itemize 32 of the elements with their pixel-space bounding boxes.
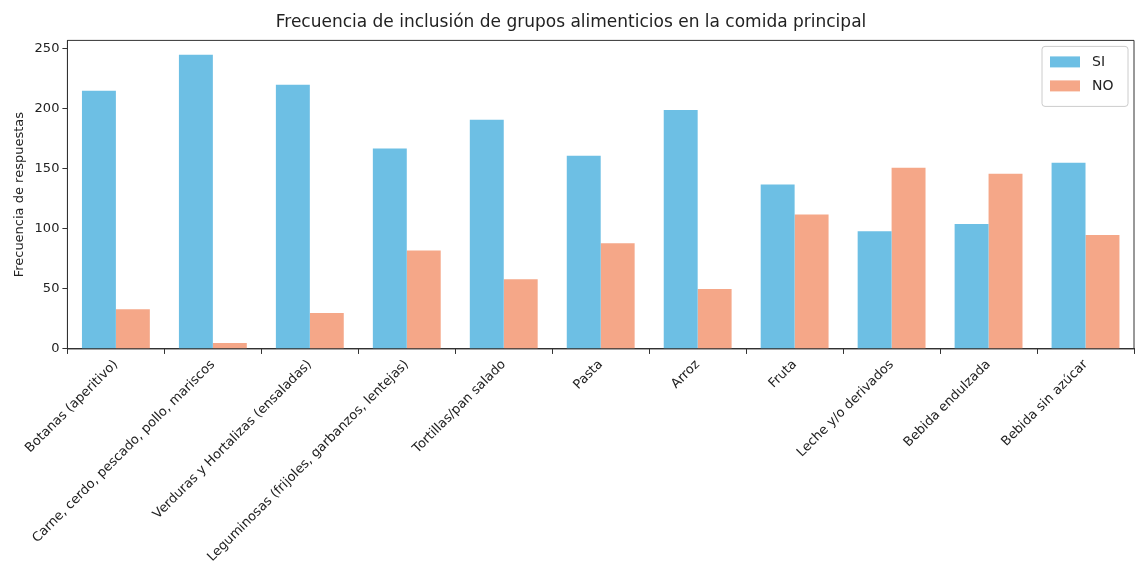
bar [566, 155, 601, 349]
bar [372, 148, 407, 349]
bar [503, 279, 538, 349]
y-tick-label: 100 [34, 220, 60, 236]
bar [600, 243, 635, 349]
bar [178, 54, 213, 349]
bar [663, 110, 698, 349]
bar [212, 342, 247, 349]
bar [988, 173, 1023, 349]
bar [406, 250, 441, 349]
y-tick-label: 250 [34, 40, 60, 56]
legend-label: NO [1092, 77, 1114, 94]
y-tick-label: 50 [42, 280, 60, 296]
bar [891, 167, 926, 349]
bar [115, 309, 150, 349]
bar [794, 214, 829, 349]
y-axis-title: Frecuencia de respuestas [11, 111, 27, 278]
bar [469, 119, 504, 349]
bar [81, 90, 116, 349]
y-tick-label: 150 [34, 160, 60, 176]
bar [309, 312, 344, 349]
bar [760, 184, 795, 349]
bar [697, 288, 732, 349]
bar [275, 84, 310, 349]
bar [1085, 234, 1120, 349]
y-tick-label: 0 [51, 340, 60, 356]
bar [1051, 162, 1086, 349]
legend-label: SI [1092, 53, 1106, 70]
y-tick-label: 200 [34, 100, 60, 116]
bar [857, 231, 892, 349]
chart-title: Frecuencia de inclusión de grupos alimenticios en la comida principal [275, 10, 867, 31]
bar [954, 224, 989, 349]
